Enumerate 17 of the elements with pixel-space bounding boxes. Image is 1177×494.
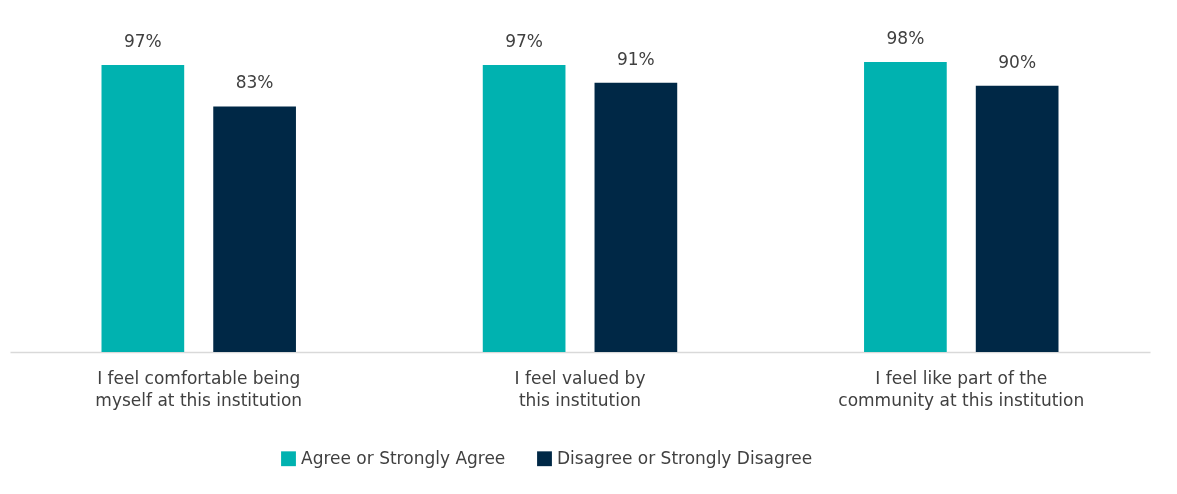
data-label: 90% — [998, 51, 1037, 72]
legend-label: Disagree or Strongly Disagree — [557, 447, 813, 468]
bar — [213, 106, 296, 352]
x-tick-label: I feel comfortable being myself at this institution — [95, 367, 303, 410]
data-label: 97% — [505, 30, 544, 51]
bar — [101, 64, 185, 352]
bar — [594, 82, 678, 352]
data-label: 83% — [235, 72, 274, 93]
bar — [864, 62, 947, 352]
data-label: 97% — [123, 30, 162, 51]
bar — [482, 64, 566, 352]
data-label: 98% — [886, 28, 925, 48]
legend-label: Agree or Strongly Agree — [301, 447, 506, 468]
bar — [975, 85, 1059, 352]
data-label: 91% — [616, 48, 655, 69]
x-tick-label: I feel valued by this institution — [514, 367, 646, 410]
x-tick-label: I feel like part of the community at this institution — [838, 367, 1085, 410]
